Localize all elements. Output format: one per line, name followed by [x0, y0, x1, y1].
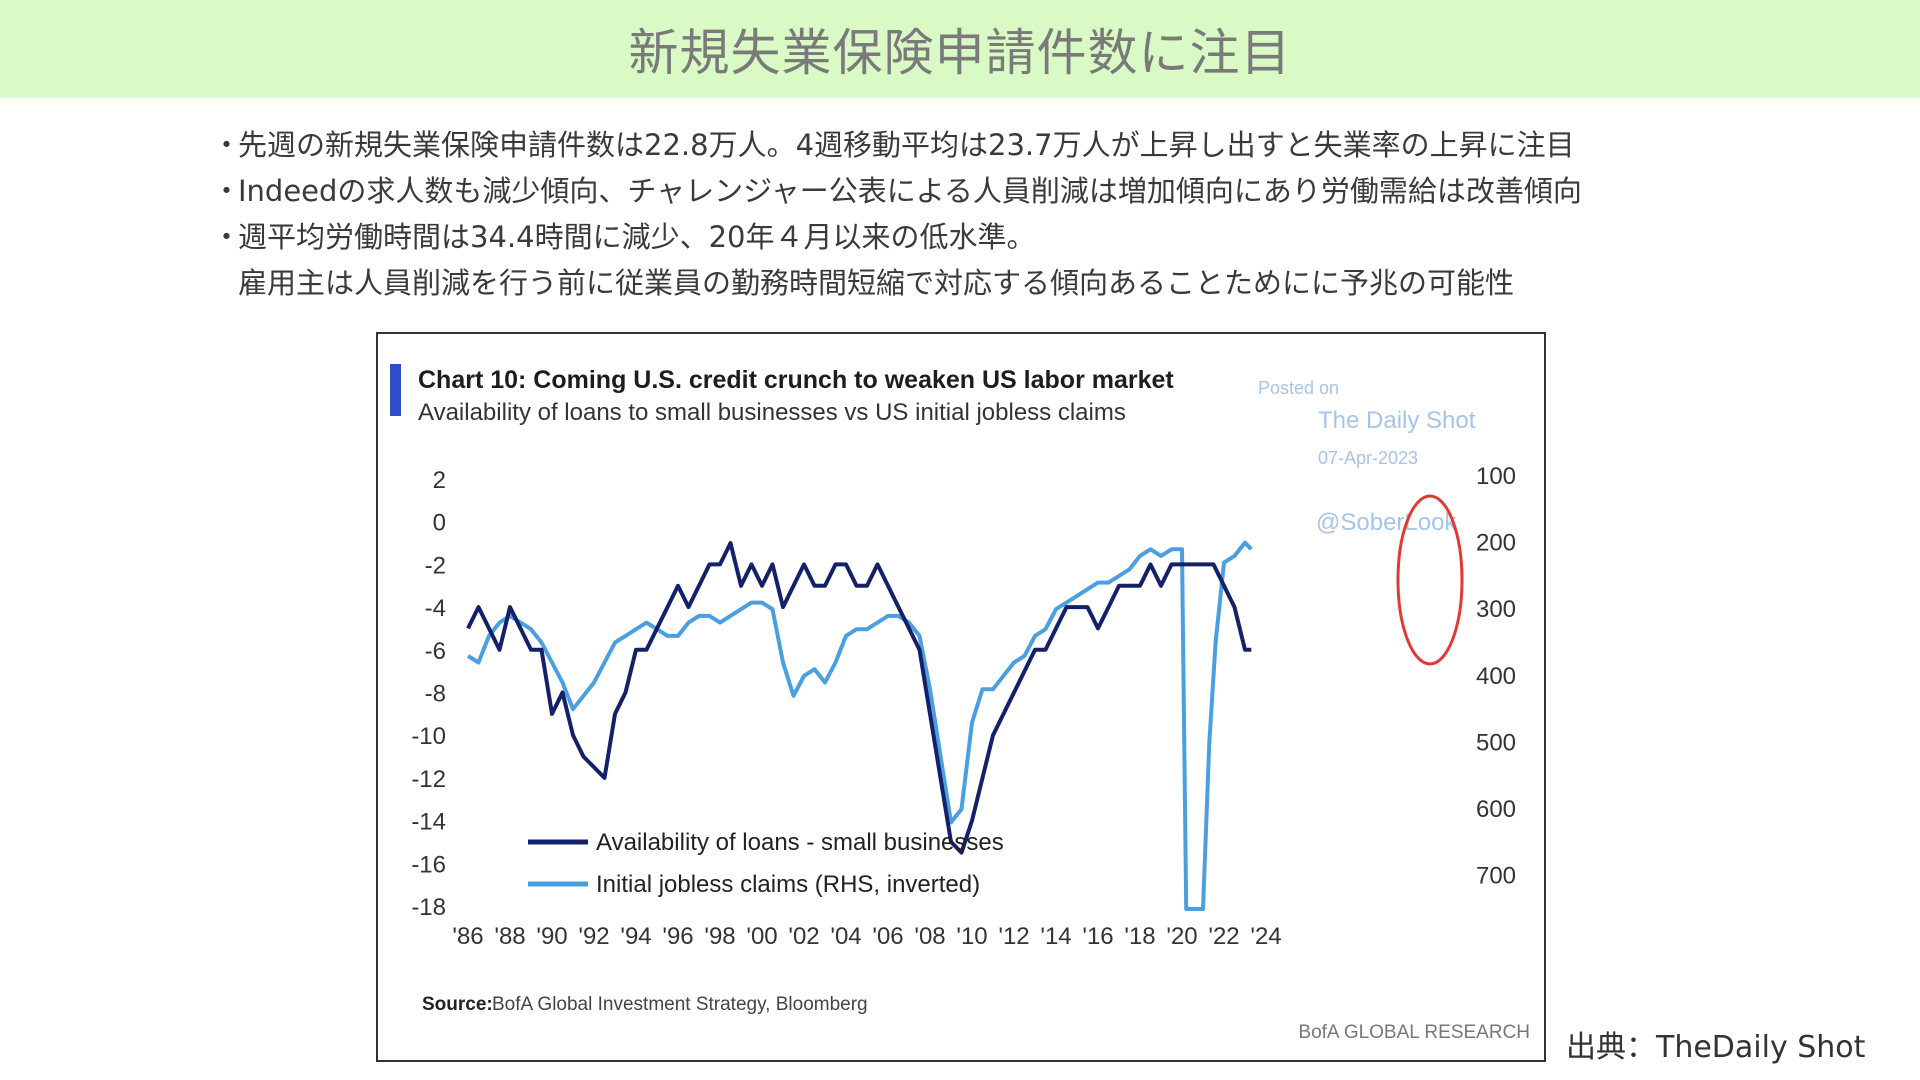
chart-subtitle: Availability of loans to small businesse…	[418, 399, 1126, 426]
y-right-tick-label: 600	[1476, 796, 1516, 823]
watermark-date: 07-Apr-2023	[1318, 448, 1418, 468]
x-tick-label: '02	[788, 923, 819, 950]
source-label: Source:	[422, 994, 493, 1015]
y-left-tick-label: -18	[411, 894, 446, 921]
x-tick-label: '04	[830, 923, 861, 950]
x-tick-label: '00	[746, 923, 777, 950]
bullet-list: ・ 先週の新規失業保険申請件数は22.8万人。4週移動平均は23.7万人が上昇し…	[212, 122, 1872, 306]
x-tick-label: '90	[536, 923, 567, 950]
y-left-tick-label: 2	[433, 467, 446, 494]
x-tick-label: '98	[704, 923, 735, 950]
y-left-tick-label: -14	[411, 809, 446, 836]
x-tick-label: '20	[1166, 923, 1197, 950]
brand-label: BofA GLOBAL RESEARCH	[1298, 1022, 1530, 1043]
watermark-handle: @SoberLook	[1316, 509, 1457, 536]
y-left-tick-label: 0	[433, 510, 446, 537]
x-tick-label: '94	[620, 923, 651, 950]
bullet-text: Indeedの求人数も減少傾向、チャレンジャー公表による人員削減は増加傾向にあり…	[238, 174, 1582, 208]
bullet-item: ・ 週平均労働時間は34.4時間に減少、20年４月以来の低水準。	[212, 214, 1872, 260]
x-tick-label: '22	[1208, 923, 1239, 950]
y-left-tick-label: -6	[425, 638, 446, 665]
watermark-posted: Posted on	[1258, 378, 1339, 398]
bullet-marker: ・	[212, 174, 242, 208]
title-bar: 新規失業保険申請件数に注目	[0, 0, 1920, 98]
x-tick-label: '12	[998, 923, 1029, 950]
series-line-loan-availability	[466, 541, 1252, 855]
x-tick-label: '16	[1082, 923, 1113, 950]
x-tick-label: '92	[578, 923, 609, 950]
x-tick-label: '96	[662, 923, 693, 950]
bullet-item: ・ Indeedの求人数も減少傾向、チャレンジャー公表による人員削減は増加傾向に…	[212, 168, 1872, 214]
chart-frame: Chart 10: Coming U.S. credit crunch to w…	[376, 332, 1546, 1062]
page-title: 新規失業保険申請件数に注目	[628, 24, 1292, 82]
x-tick-label: '10	[956, 923, 987, 950]
x-tick-label: '18	[1124, 923, 1155, 950]
y-right-tick-label: 200	[1476, 530, 1516, 557]
legend-label: Availability of loans - small businesses	[596, 829, 1004, 856]
bullet-marker: ・	[212, 128, 242, 162]
legend-label: Initial jobless claims (RHS, inverted)	[596, 871, 980, 898]
watermark-site: The Daily Shot	[1318, 407, 1476, 434]
x-tick-label: '88	[494, 923, 525, 950]
title-accent-bar	[390, 364, 401, 416]
y-right-tick-label: 100	[1476, 463, 1516, 490]
series-line-jobless-claims	[466, 540, 1253, 911]
bullet-text: 週平均労働時間は34.4時間に減少、20年４月以来の低水準。	[238, 220, 1036, 254]
y-left-tick-label: -8	[425, 681, 446, 708]
highlight-circle	[1396, 494, 1464, 666]
chart-title: Chart 10: Coming U.S. credit crunch to w…	[418, 366, 1174, 394]
y-left-tick-label: -16	[411, 851, 446, 878]
x-tick-label: '24	[1250, 923, 1281, 950]
x-tick-label: '14	[1040, 923, 1071, 950]
y-left-tick-label: -2	[425, 552, 446, 579]
y-right-tick-label: 700	[1476, 863, 1516, 890]
y-left-tick-label: -10	[411, 723, 446, 750]
bullet-marker: ・	[212, 220, 242, 254]
x-tick-label: '08	[914, 923, 945, 950]
y-left-tick-label: -4	[425, 595, 446, 622]
y-right-tick-label: 400	[1476, 663, 1516, 690]
bullet-text: 先週の新規失業保険申請件数は22.8万人。4週移動平均は23.7万人が上昇し出す…	[238, 128, 1575, 162]
x-tick-label: '06	[872, 923, 903, 950]
x-tick-label: '86	[452, 923, 483, 950]
y-right-tick-label: 300	[1476, 596, 1516, 623]
y-left-tick-label: -12	[411, 766, 446, 793]
source-note: 出典：TheDaily Shot	[1566, 1030, 1866, 1065]
bullet-item: ・ 先週の新規失業保険申請件数は22.8万人。4週移動平均は23.7万人が上昇し…	[212, 122, 1872, 168]
bullet-continuation: 雇用主は人員削減を行う前に従業員の勤務時間短縮で対応する傾向あることためにに予兆…	[238, 266, 1515, 300]
y-right-tick-label: 500	[1476, 729, 1516, 756]
chart-svg: Chart 10: Coming U.S. credit crunch to w…	[390, 364, 1530, 1043]
source-text: BofA Global Investment Strategy, Bloombe…	[492, 994, 868, 1015]
